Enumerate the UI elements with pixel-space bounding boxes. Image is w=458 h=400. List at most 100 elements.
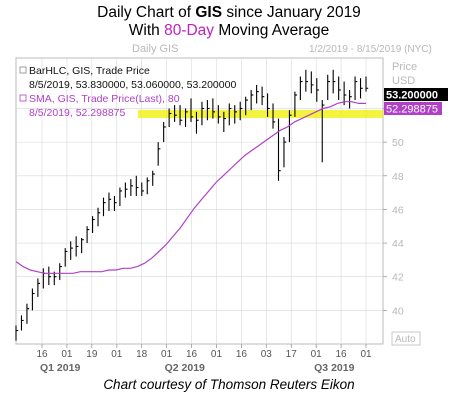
price-bar bbox=[195, 111, 199, 134]
price-bar bbox=[256, 84, 259, 104]
price-bar bbox=[250, 89, 254, 111]
price-bar bbox=[108, 192, 112, 212]
price-bar bbox=[359, 78, 363, 99]
header-price-label: Price bbox=[392, 61, 417, 73]
price-bar bbox=[113, 195, 117, 212]
y-tick-label: 48 bbox=[392, 171, 404, 183]
legend: BarHLC, GIS, Trade Price 8/5/2019, 53.83… bbox=[19, 65, 236, 119]
price-bar bbox=[20, 315, 24, 331]
legend-bar-values: 8/5/2019, 53.830000, 53.060000, 53.20000… bbox=[29, 79, 236, 91]
price-bar bbox=[212, 98, 216, 119]
price-bar bbox=[163, 121, 166, 143]
header-range-label: 1/2/2019 - 8/15/2019 (NYC) bbox=[309, 44, 432, 55]
y-tick-label: 46 bbox=[392, 204, 404, 216]
price-bar bbox=[332, 69, 336, 94]
x-tick-label: 01 bbox=[360, 349, 372, 360]
price-bar bbox=[31, 288, 35, 311]
y-tick-label: 50 bbox=[392, 137, 404, 149]
price-bar bbox=[239, 101, 243, 121]
price-bar bbox=[338, 76, 341, 101]
x-tick-label: 16 bbox=[36, 349, 48, 360]
x-tick-label: 17 bbox=[286, 349, 298, 360]
price-bar bbox=[15, 325, 19, 341]
x-tick-label: 01 bbox=[211, 349, 223, 360]
price-bar bbox=[119, 187, 123, 207]
sma-value-badge-bg bbox=[384, 102, 442, 115]
header-currency-label: USD bbox=[392, 75, 415, 87]
price-bar bbox=[299, 76, 303, 101]
legend-sma-title: SMA, GIS, Trade Price(Last), 80 bbox=[29, 93, 180, 105]
subtitle-period: 80-Day bbox=[164, 22, 215, 39]
price-chart[interactable]: Daily GIS 1/2/2019 - 8/15/2019 (NYC) Pri… bbox=[0, 40, 458, 375]
x-tick-label: 01 bbox=[111, 349, 123, 360]
price-bar bbox=[267, 93, 270, 117]
subtitle-suffix: Moving Average bbox=[214, 22, 330, 39]
title-prefix: Daily Chart of bbox=[97, 4, 196, 21]
x-tick-label: 16 bbox=[236, 349, 248, 360]
legend-bar-toggle[interactable] bbox=[19, 66, 27, 74]
chart-credit: Chart courtesy of Thomson Reuters Eikon bbox=[103, 377, 355, 392]
price-bar bbox=[135, 175, 139, 196]
legend-sma-values: 8/5/2019, 52.298875 bbox=[29, 107, 126, 119]
price-bar bbox=[81, 238, 84, 254]
price-bar bbox=[92, 216, 95, 233]
price-bar bbox=[97, 207, 101, 227]
price-bar bbox=[294, 91, 298, 117]
x-month-label: Q3 2019 bbox=[314, 362, 354, 374]
x-tick-label: 16 bbox=[186, 349, 198, 360]
title-ticker: GIS bbox=[195, 4, 223, 21]
price-bar bbox=[310, 71, 314, 94]
price-bar bbox=[228, 103, 232, 126]
price-bar bbox=[146, 177, 150, 195]
price-bar bbox=[321, 100, 325, 163]
legend-bar-title: BarHLC, GIS, Trade Price bbox=[29, 65, 150, 77]
y-tick-label: 42 bbox=[392, 272, 404, 284]
y-axis-ticks: 40424446485052 bbox=[383, 103, 404, 317]
last-price-badge-text: 53.200000 bbox=[386, 90, 438, 102]
auto-scale-button[interactable]: Auto bbox=[391, 331, 421, 346]
auto-scale-label: Auto bbox=[395, 334, 416, 345]
sma-highlight-band bbox=[138, 110, 383, 118]
price-bar bbox=[349, 89, 352, 109]
price-bar bbox=[48, 266, 52, 286]
price-bar bbox=[217, 105, 221, 124]
price-bar bbox=[184, 108, 188, 127]
price-bar bbox=[283, 137, 287, 168]
subtitle-prefix: With bbox=[128, 22, 165, 39]
price-bar bbox=[272, 103, 276, 129]
x-month-label: Q2 2019 bbox=[165, 362, 205, 374]
price-bar bbox=[277, 118, 281, 181]
price-bars bbox=[15, 69, 369, 341]
price-bar bbox=[365, 76, 369, 92]
price-bar bbox=[59, 263, 62, 281]
price-bar bbox=[86, 226, 90, 244]
price-bar bbox=[245, 96, 248, 116]
legend-sma-toggle[interactable] bbox=[19, 94, 27, 102]
price-bar bbox=[26, 303, 30, 324]
last-price-badge-bg bbox=[384, 88, 448, 101]
price-bar bbox=[179, 105, 183, 126]
price-bar bbox=[168, 108, 172, 127]
price-bar bbox=[206, 100, 210, 121]
price-bar bbox=[70, 241, 73, 260]
x-tick-label: 01 bbox=[61, 349, 73, 360]
sma-value-badge: 52.298875 bbox=[384, 102, 442, 116]
price-bar bbox=[234, 105, 237, 124]
x-tick-label: 19 bbox=[86, 349, 98, 360]
price-bar bbox=[190, 98, 194, 122]
x-axis-ticks: 16 01 19 01 18 01 16 01 16 03 17 01 16 01 Q1 2019 Q2 20… bbox=[36, 344, 372, 374]
y-tick-label: 44 bbox=[392, 238, 404, 250]
title-suffix: since January 2019 bbox=[222, 4, 361, 21]
price-bar bbox=[327, 74, 330, 101]
last-price-badge: 53.200000 bbox=[384, 88, 448, 102]
header-left-label: Daily GIS bbox=[132, 43, 178, 55]
x-tick-label: 18 bbox=[136, 349, 148, 360]
price-bar bbox=[130, 179, 134, 196]
sma-value-badge-text: 52.298875 bbox=[386, 104, 438, 116]
price-bar bbox=[102, 197, 106, 217]
price-bar bbox=[37, 278, 41, 297]
price-bar bbox=[141, 182, 144, 196]
x-tick-label: 03 bbox=[261, 349, 273, 360]
price-bar bbox=[64, 248, 68, 267]
x-tick-label: 16 bbox=[336, 349, 348, 360]
